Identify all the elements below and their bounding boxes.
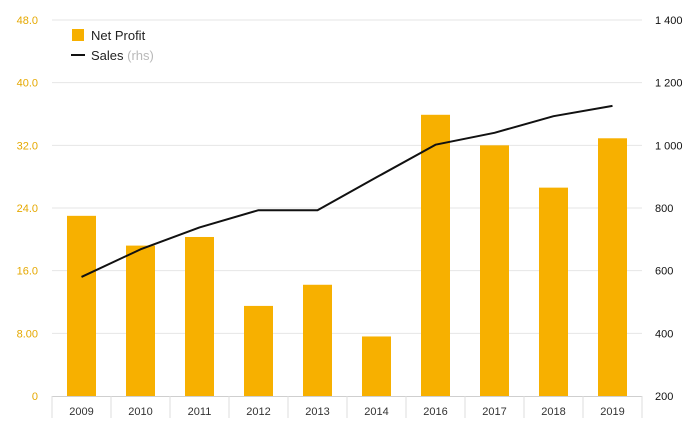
left-axis-tick-label: 16.0 xyxy=(17,266,38,278)
right-axis-tick-label: 1 000 xyxy=(655,140,683,152)
x-axis-tick-label: 2017 xyxy=(482,406,506,418)
right-axis-tick-label: 1 400 xyxy=(655,15,683,27)
net-profit-bar xyxy=(539,187,568,396)
net-profit-bar xyxy=(126,245,155,396)
net-profit-bar xyxy=(67,215,96,396)
x-axis-tick-label: 2009 xyxy=(69,406,93,418)
x-axis-tick-label: 2010 xyxy=(128,406,152,418)
net-profit-bar xyxy=(421,114,450,397)
legend-swatch-net-profit xyxy=(72,29,84,41)
net-profit-bar xyxy=(303,284,332,396)
legend-sublabel-rhs: (rhs) xyxy=(127,48,154,63)
left-axis-tick-label: 0 xyxy=(32,391,38,403)
x-axis-tick-label: 2019 xyxy=(600,406,624,418)
axes: 0 8.00 16.0 24.0 32.0 40.0 48.0 200 400 600 800 1 0… xyxy=(17,15,683,418)
left-axis-tick-label: 32.0 xyxy=(17,140,38,152)
right-axis-tick-label: 1 200 xyxy=(655,78,683,90)
right-axis-tick-label: 800 xyxy=(655,203,673,215)
net-profit-bar xyxy=(244,305,273,396)
left-axis-tick-label: 24.0 xyxy=(17,203,38,215)
sales-line xyxy=(81,104,613,278)
right-axis-tick-label: 200 xyxy=(655,391,673,403)
legend: Net Profit Sales (rhs) xyxy=(71,28,154,63)
net-profit-bar xyxy=(480,145,509,396)
net-profit-bar xyxy=(362,336,391,396)
x-axis-tick-label: 2011 xyxy=(188,406,212,418)
x-axis-tick-label: 2014 xyxy=(364,406,388,418)
left-axis-tick-label: 40.0 xyxy=(17,78,38,90)
sales-line-group xyxy=(81,104,613,278)
x-axis-tick-label: 2016 xyxy=(423,406,447,418)
right-axis-tick-label: 400 xyxy=(655,328,673,340)
x-axis-tick-label: 2013 xyxy=(305,406,329,418)
net-profit-bar xyxy=(598,138,627,397)
left-axis-tick-label: 48.0 xyxy=(17,15,38,27)
x-axis-tick-label: 2018 xyxy=(541,406,565,418)
net-profit-bars xyxy=(67,114,627,397)
legend-label-sales: Sales (rhs) xyxy=(91,48,154,63)
x-axis-tick-label: 2012 xyxy=(246,406,270,418)
right-axis-tick-label: 600 xyxy=(655,266,673,278)
legend-label-net-profit: Net Profit xyxy=(91,28,146,43)
net-profit-bar xyxy=(185,236,214,396)
left-axis-tick-label: 8.00 xyxy=(17,328,38,340)
